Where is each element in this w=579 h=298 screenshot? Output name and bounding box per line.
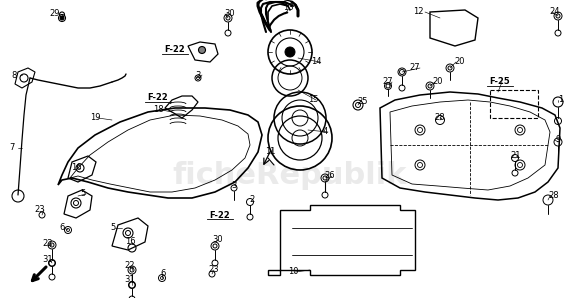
Text: 15: 15 [308, 95, 318, 105]
Text: 23: 23 [208, 266, 219, 274]
Circle shape [60, 16, 64, 20]
Text: 16: 16 [124, 238, 135, 246]
Text: 13: 13 [283, 4, 294, 13]
Text: 4: 4 [323, 128, 328, 136]
Text: 29: 29 [50, 10, 60, 18]
Text: 5: 5 [80, 190, 86, 198]
Text: F-22: F-22 [210, 210, 230, 220]
Text: 7: 7 [9, 144, 14, 153]
Text: 12: 12 [413, 7, 423, 16]
Text: 30: 30 [225, 10, 235, 18]
Text: 31: 31 [124, 275, 135, 285]
Text: 30: 30 [212, 235, 223, 244]
Text: 28: 28 [435, 114, 445, 122]
Text: 25: 25 [358, 97, 368, 106]
Text: 28: 28 [549, 192, 559, 201]
Text: 6: 6 [59, 224, 65, 232]
Text: 19: 19 [90, 114, 100, 122]
Circle shape [199, 46, 206, 54]
Text: 22: 22 [124, 262, 135, 271]
Text: 26: 26 [325, 172, 335, 181]
Text: ficheRepublik: ficheRepublik [173, 161, 407, 190]
Text: 20: 20 [433, 77, 444, 86]
Text: 9: 9 [555, 136, 560, 145]
Text: 5: 5 [111, 224, 116, 232]
Text: 3: 3 [232, 181, 237, 190]
Text: 1: 1 [558, 95, 563, 105]
Text: 27: 27 [410, 63, 420, 72]
Text: 11: 11 [265, 148, 275, 156]
Text: 10: 10 [288, 268, 298, 277]
Text: 23: 23 [35, 206, 45, 215]
Text: 6: 6 [160, 269, 166, 279]
Text: 16: 16 [71, 164, 81, 173]
Text: 8: 8 [12, 71, 17, 80]
Circle shape [285, 47, 295, 57]
Text: F-22: F-22 [148, 94, 168, 103]
Text: 18: 18 [153, 105, 163, 114]
Text: 27: 27 [383, 77, 393, 86]
Text: F-22: F-22 [164, 46, 185, 55]
Text: 22: 22 [43, 240, 53, 249]
Bar [490, 90, 538, 118]
Text: 3: 3 [195, 71, 201, 80]
Text: F-25: F-25 [490, 77, 510, 86]
Text: 21: 21 [511, 151, 521, 161]
Text: 31: 31 [43, 255, 53, 265]
Text: 24: 24 [549, 7, 560, 16]
Text: 14: 14 [311, 58, 321, 66]
Text: 2: 2 [250, 195, 255, 204]
Text: 20: 20 [455, 58, 466, 66]
